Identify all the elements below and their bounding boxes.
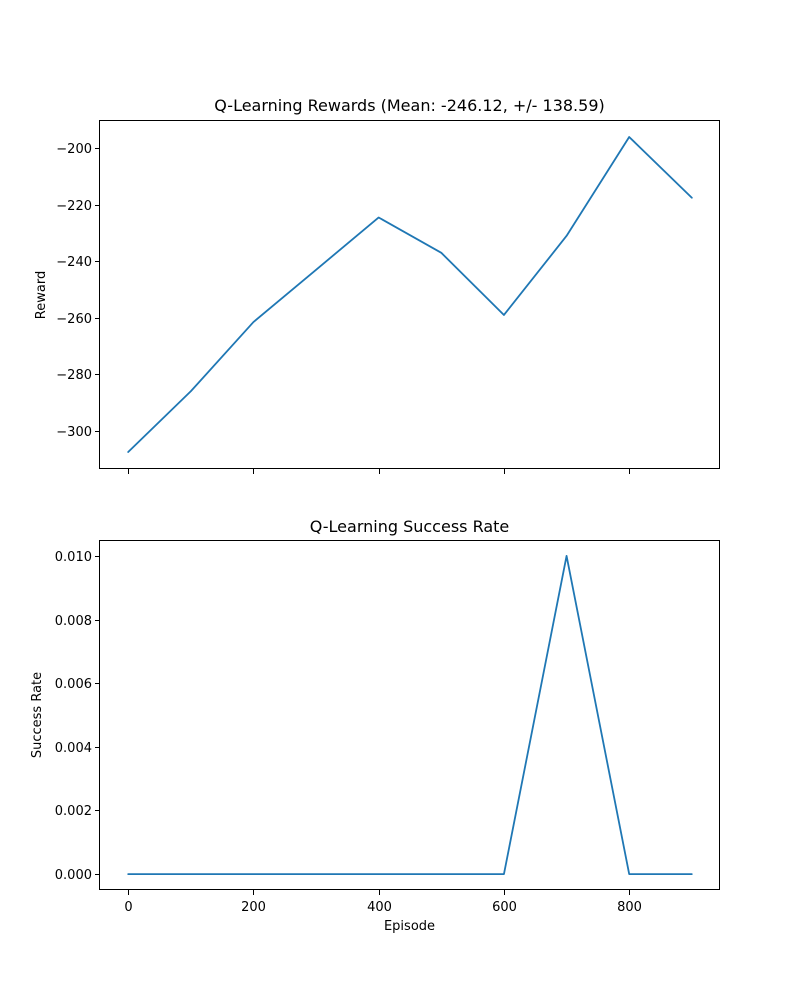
success-rate-y-tick-label: 0.006 bbox=[55, 677, 92, 692]
success-rate-marks bbox=[127, 555, 693, 875]
rewards-plot-frame bbox=[99, 120, 720, 469]
rewards-y-tick-label: −280 bbox=[56, 368, 92, 383]
rewards-chart-title: Q-Learning Rewards (Mean: -246.12, +/- 1… bbox=[214, 96, 605, 115]
success-rate-y-tick-label: 0.002 bbox=[55, 804, 92, 819]
success-rate-series-line bbox=[127, 555, 693, 875]
success-rate-x-tick-label: 400 bbox=[367, 900, 392, 915]
success-rate-plot-frame bbox=[99, 540, 720, 890]
rewards-y-tick-label: −240 bbox=[56, 255, 92, 270]
success-rate-ticks: 0 200 400 600 800 0.000 0.002 0.004 0.006 0.008 0.… bbox=[55, 550, 642, 915]
success-rate-x-axis-label: Episode bbox=[384, 919, 435, 934]
success-rate-chart-title: Q-Learning Success Rate bbox=[310, 517, 510, 536]
success-rate-x-tick-label: 0 bbox=[124, 900, 132, 915]
success-rate-axes: Q-Learning Success Rate Success Rate Epi… bbox=[30, 517, 720, 934]
rewards-y-axis-label: Reward bbox=[34, 271, 49, 319]
success-rate-y-axis-label: Success Rate bbox=[30, 672, 45, 758]
rewards-y-tick-label: −260 bbox=[56, 312, 92, 327]
success-rate-y-tick-label: 0.004 bbox=[55, 741, 92, 756]
success-rate-x-tick-label: 800 bbox=[617, 900, 642, 915]
rewards-y-tick-label: −200 bbox=[56, 142, 92, 157]
rewards-marks bbox=[127, 136, 693, 453]
rewards-axes: Q-Learning Rewards (Mean: -246.12, +/- 1… bbox=[34, 96, 720, 474]
success-rate-x-tick-label: 200 bbox=[241, 900, 266, 915]
rewards-series-line bbox=[127, 136, 693, 453]
rewards-y-tick-label: −220 bbox=[56, 199, 92, 214]
success-rate-y-tick-label: 0.010 bbox=[55, 550, 92, 565]
success-rate-y-tick-label: 0.008 bbox=[55, 614, 92, 629]
rewards-ticks: −300 −280 −260 −240 −220 −200 bbox=[56, 142, 630, 474]
success-rate-y-tick-label: 0.000 bbox=[55, 868, 92, 883]
success-rate-x-tick-label: 600 bbox=[492, 900, 517, 915]
rewards-y-tick-label: −300 bbox=[56, 425, 92, 440]
